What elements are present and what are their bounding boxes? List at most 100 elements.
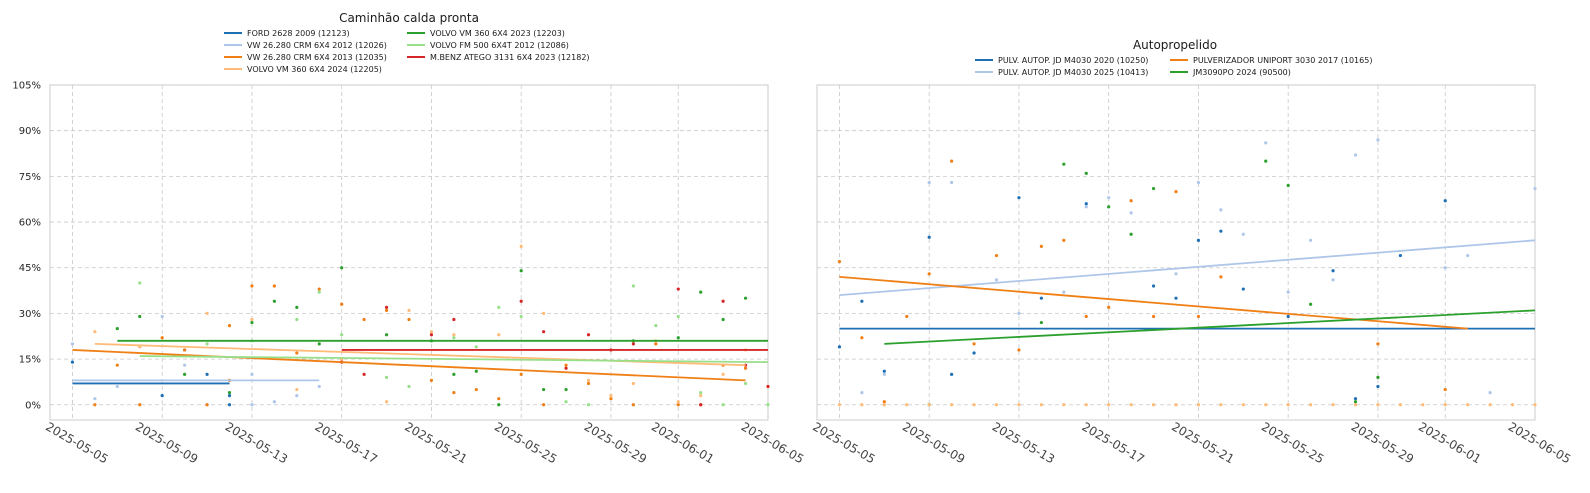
data-point xyxy=(183,363,187,367)
data-point xyxy=(519,314,523,319)
data-point xyxy=(1309,238,1313,242)
data-point xyxy=(1309,302,1313,306)
data-point xyxy=(950,372,954,376)
data-point xyxy=(1129,211,1133,215)
data-point xyxy=(676,336,680,340)
data-point xyxy=(407,384,411,389)
data-point xyxy=(160,314,164,319)
data-point xyxy=(1398,403,1402,407)
chart-panel-caminhao: 0% 15% 30% 45% 60% 75% 90% 105% 2025-05-05 2025-0… xyxy=(12,11,806,466)
data-point xyxy=(586,381,591,386)
data-point xyxy=(1039,320,1043,325)
data-point xyxy=(609,397,613,401)
data-point xyxy=(542,311,546,316)
series-m-benz-atego-3131-6x4-2023-12182 xyxy=(340,287,770,407)
x-tick-label: 2025-05-09 xyxy=(900,419,967,466)
data-point xyxy=(994,403,999,407)
data-point xyxy=(1219,275,1223,279)
y-tick-label: 0% xyxy=(25,400,41,411)
data-point xyxy=(1309,403,1313,407)
data-point xyxy=(452,333,456,337)
data-point xyxy=(295,317,299,322)
data-point xyxy=(542,403,546,407)
data-point xyxy=(1376,375,1380,379)
data-point xyxy=(1062,238,1066,242)
data-point xyxy=(295,351,299,355)
data-point xyxy=(882,372,886,376)
data-point xyxy=(905,403,909,407)
series-ford-2628-2009-12123 xyxy=(70,348,232,407)
data-point xyxy=(837,345,842,349)
data-point xyxy=(699,390,703,395)
data-point xyxy=(160,336,164,340)
data-point xyxy=(227,394,232,398)
data-point xyxy=(1107,403,1111,407)
data-point xyxy=(699,403,703,407)
data-point xyxy=(1421,403,1425,407)
series-pulv-autop-jd-m4030-2020-10250 xyxy=(837,196,1447,401)
data-point xyxy=(340,266,344,270)
x-tick-label: 2025-05-09 xyxy=(133,419,200,466)
data-point xyxy=(1398,253,1402,258)
data-point xyxy=(1286,183,1290,188)
data-point xyxy=(1084,202,1088,206)
data-point xyxy=(721,403,725,407)
trend-line xyxy=(884,309,1536,345)
data-point xyxy=(1017,348,1021,352)
plot-frame xyxy=(49,84,769,421)
data-point xyxy=(950,180,954,185)
data-point xyxy=(1151,403,1156,407)
data-point xyxy=(905,314,909,319)
data-point xyxy=(609,394,613,398)
data-point xyxy=(994,278,999,282)
x-tick-label: 2025-05-29 xyxy=(582,419,649,466)
y-tick-label: 75% xyxy=(19,172,41,183)
data-point xyxy=(1084,403,1088,407)
series-volvo-vm-360-6x4-2023-12203 xyxy=(115,266,748,407)
data-point xyxy=(972,351,976,355)
x-tick-label: 2025-06-01 xyxy=(649,419,716,466)
data-point xyxy=(519,269,523,273)
data-point xyxy=(1241,232,1245,236)
y-tick-label: 30% xyxy=(19,309,41,320)
data-point xyxy=(1286,290,1290,294)
data-point xyxy=(407,317,411,322)
series-volvo-fm-500-6x4t-2012-12086 xyxy=(138,281,770,407)
data-point xyxy=(1264,403,1268,407)
data-point xyxy=(676,287,680,291)
data-point xyxy=(1376,342,1380,346)
data-point xyxy=(272,299,276,303)
data-point xyxy=(429,378,434,383)
data-point xyxy=(340,302,344,306)
x-tick-label: 2025-05-25 xyxy=(1259,419,1326,466)
data-point xyxy=(766,384,770,389)
data-point xyxy=(1443,403,1447,407)
trend-line xyxy=(139,355,769,364)
data-point xyxy=(950,159,954,163)
data-point xyxy=(1286,403,1290,407)
data-point xyxy=(860,299,864,303)
data-point xyxy=(1174,296,1178,300)
data-point xyxy=(1174,189,1178,194)
data-point xyxy=(743,366,748,370)
data-point xyxy=(860,336,864,340)
data-point xyxy=(1488,403,1492,407)
x-tick-label: 2025-05-21 xyxy=(402,419,469,466)
data-point xyxy=(1084,171,1088,175)
series-pulv-autop-jd-m4030-2025-10413 xyxy=(860,138,1537,395)
data-point xyxy=(882,369,886,373)
data-point xyxy=(474,345,478,349)
data-point xyxy=(586,378,591,383)
data-point xyxy=(317,290,321,294)
chart-title: Caminhão calda pronta xyxy=(339,11,479,25)
data-point xyxy=(1129,232,1133,236)
data-point xyxy=(429,333,434,337)
data-point xyxy=(1376,384,1380,389)
legend-entry: PULVERIZADOR UNIPORT 3030 2017 (10165) xyxy=(1193,56,1372,65)
data-point xyxy=(972,403,976,407)
data-point xyxy=(743,381,748,386)
data-point xyxy=(250,403,254,407)
data-point xyxy=(250,317,254,322)
data-point xyxy=(766,403,770,407)
data-point xyxy=(1107,305,1111,309)
